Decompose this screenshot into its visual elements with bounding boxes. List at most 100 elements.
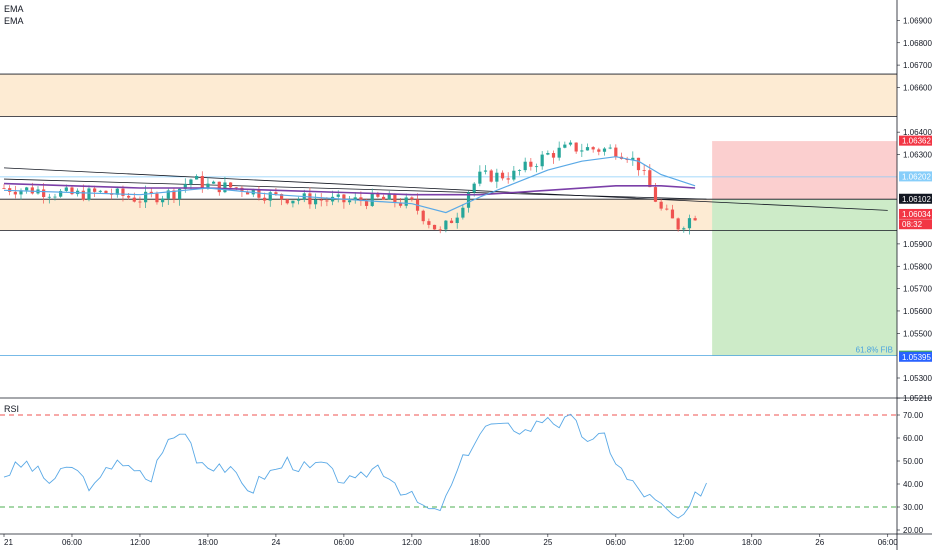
candle[interactable] [200,176,204,189]
candle[interactable] [178,188,182,200]
price-tag[interactable] [899,171,932,182]
candle[interactable] [319,199,323,201]
candle[interactable] [642,170,646,171]
candle[interactable] [206,183,210,189]
candle[interactable] [670,209,675,219]
candle[interactable] [115,188,119,195]
candle[interactable] [557,147,561,158]
candle[interactable] [166,190,170,199]
candle[interactable] [138,201,142,203]
candle[interactable] [563,144,567,148]
candle[interactable] [427,221,431,225]
candle[interactable] [313,199,318,205]
price-tag[interactable] [899,219,932,230]
candle[interactable] [676,218,680,230]
candle[interactable] [25,187,29,191]
candle[interactable] [444,220,448,230]
candle[interactable] [466,192,471,208]
candle[interactable] [602,148,607,152]
candle[interactable] [540,154,544,167]
candle[interactable] [127,195,131,198]
candle[interactable] [438,229,442,231]
candle[interactable] [291,200,295,204]
candle[interactable] [631,157,635,161]
candle[interactable] [472,183,476,193]
stop-loss-zone[interactable] [712,141,897,200]
candle[interactable] [665,208,669,210]
price-tag[interactable] [899,193,932,204]
candle[interactable] [364,201,369,206]
candle[interactable] [2,188,6,189]
candle[interactable] [93,188,97,192]
candle[interactable] [19,190,23,195]
candle[interactable] [308,193,312,205]
candle[interactable] [274,192,278,195]
candle[interactable] [574,142,578,152]
trendline[interactable] [3,167,888,211]
candle[interactable] [195,176,199,180]
candle[interactable] [189,179,193,185]
price-tag[interactable] [899,351,932,362]
candle[interactable] [398,202,403,206]
candle[interactable] [580,150,584,152]
candle[interactable] [489,170,493,182]
candle[interactable] [387,194,391,200]
candle[interactable] [121,188,125,196]
candle[interactable] [410,197,414,200]
candle[interactable] [534,166,539,168]
candle[interactable] [149,191,153,194]
candle[interactable] [636,157,641,171]
candle[interactable] [217,181,221,193]
candle[interactable] [512,170,516,180]
take-profit-zone[interactable] [712,199,897,356]
candle[interactable] [585,147,590,151]
candle[interactable] [495,172,499,182]
candle[interactable] [608,147,612,149]
candle[interactable] [234,187,238,189]
candle[interactable] [132,197,136,202]
candle[interactable] [172,190,176,200]
candle[interactable] [370,192,374,206]
candle[interactable] [161,198,165,203]
candle[interactable] [693,218,697,221]
candle[interactable] [325,200,329,202]
rsi-pane[interactable] [0,413,897,519]
candle[interactable] [64,187,68,191]
candle[interactable] [30,187,34,194]
candle[interactable] [432,224,437,230]
candle[interactable] [404,197,408,206]
candle[interactable] [506,178,510,180]
candle[interactable] [223,182,227,193]
candle[interactable] [461,207,465,218]
candle[interactable] [568,142,573,145]
candle[interactable] [517,170,522,171]
candle[interactable] [98,190,102,192]
candle[interactable] [376,192,380,197]
candle[interactable] [268,192,272,201]
candle[interactable] [653,187,658,202]
candle[interactable] [421,210,425,222]
candle[interactable] [682,228,686,230]
rsi-line[interactable] [3,413,707,519]
candle[interactable] [59,190,63,197]
candle[interactable] [212,181,216,184]
candle[interactable] [347,200,352,203]
candle[interactable] [330,196,335,202]
candle[interactable] [449,220,454,224]
candle[interactable] [42,189,46,198]
candle[interactable] [155,193,159,203]
candle[interactable] [614,147,618,157]
candle[interactable] [523,161,527,171]
candle[interactable] [455,217,459,224]
candle[interactable] [53,196,57,198]
candle[interactable] [546,153,550,155]
candle[interactable] [229,182,233,188]
candle[interactable] [483,170,488,172]
candle[interactable] [687,218,692,229]
candle[interactable] [47,196,51,198]
candle[interactable] [478,171,482,184]
candle[interactable] [251,189,255,195]
ema-fast-line[interactable] [3,156,696,214]
candle[interactable] [87,188,91,200]
